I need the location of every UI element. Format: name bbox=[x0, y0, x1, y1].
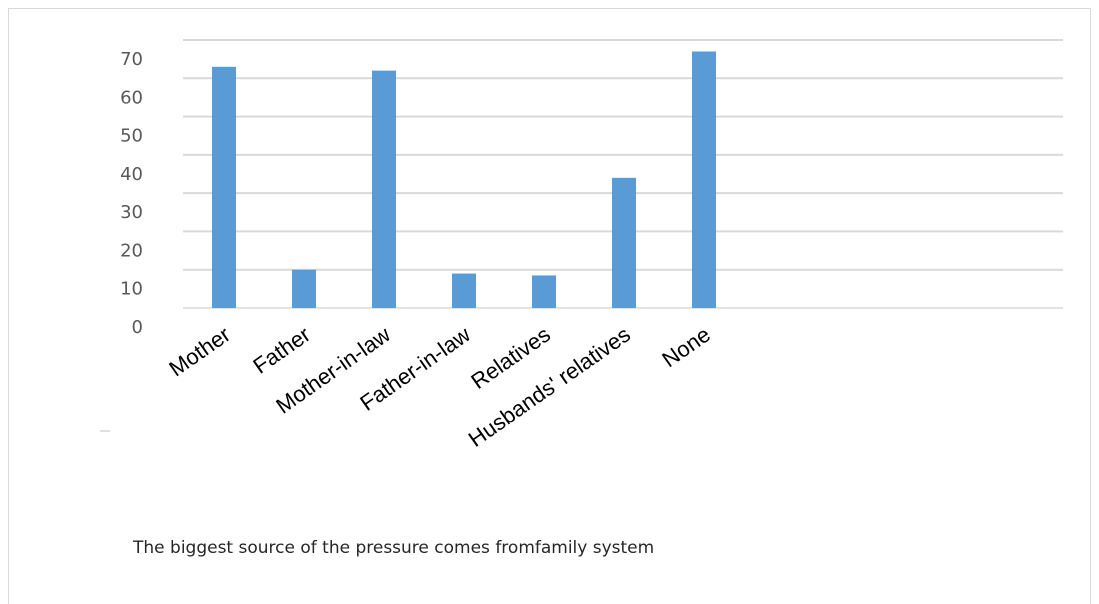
chart-frame bbox=[8, 8, 1091, 604]
y-tick-label: 60 bbox=[120, 87, 143, 108]
category-label: Father bbox=[248, 322, 314, 379]
y-tick-label: 30 bbox=[120, 202, 143, 223]
bar-father bbox=[292, 269, 316, 308]
y-tick-label: 70 bbox=[120, 49, 143, 70]
bar-none bbox=[692, 51, 716, 308]
y-tick-label: 20 bbox=[120, 240, 143, 261]
bar-relatives bbox=[532, 275, 556, 308]
bar-husbands-relatives bbox=[612, 177, 636, 308]
y-tick-label: 10 bbox=[120, 279, 143, 300]
bar-father-in-law bbox=[452, 273, 476, 308]
category-label: Mother bbox=[164, 322, 234, 382]
y-axis-tick-labels: 0 10 20 30 40 50 60 70 bbox=[120, 49, 143, 338]
category-label: None bbox=[657, 322, 714, 373]
y-tick-label: 0 bbox=[132, 317, 143, 338]
y-tick-label: 50 bbox=[120, 126, 143, 147]
bars bbox=[212, 51, 716, 308]
bar-mother-in-law bbox=[372, 70, 396, 308]
y-tick-label: 40 bbox=[120, 164, 143, 185]
bar-mother bbox=[212, 66, 236, 308]
x-axis-category-labels: Mother FatherMother-in-lawFather-in-lawRe… bbox=[164, 321, 715, 452]
chart-caption: The biggest source of the pressure comes… bbox=[133, 538, 655, 558]
